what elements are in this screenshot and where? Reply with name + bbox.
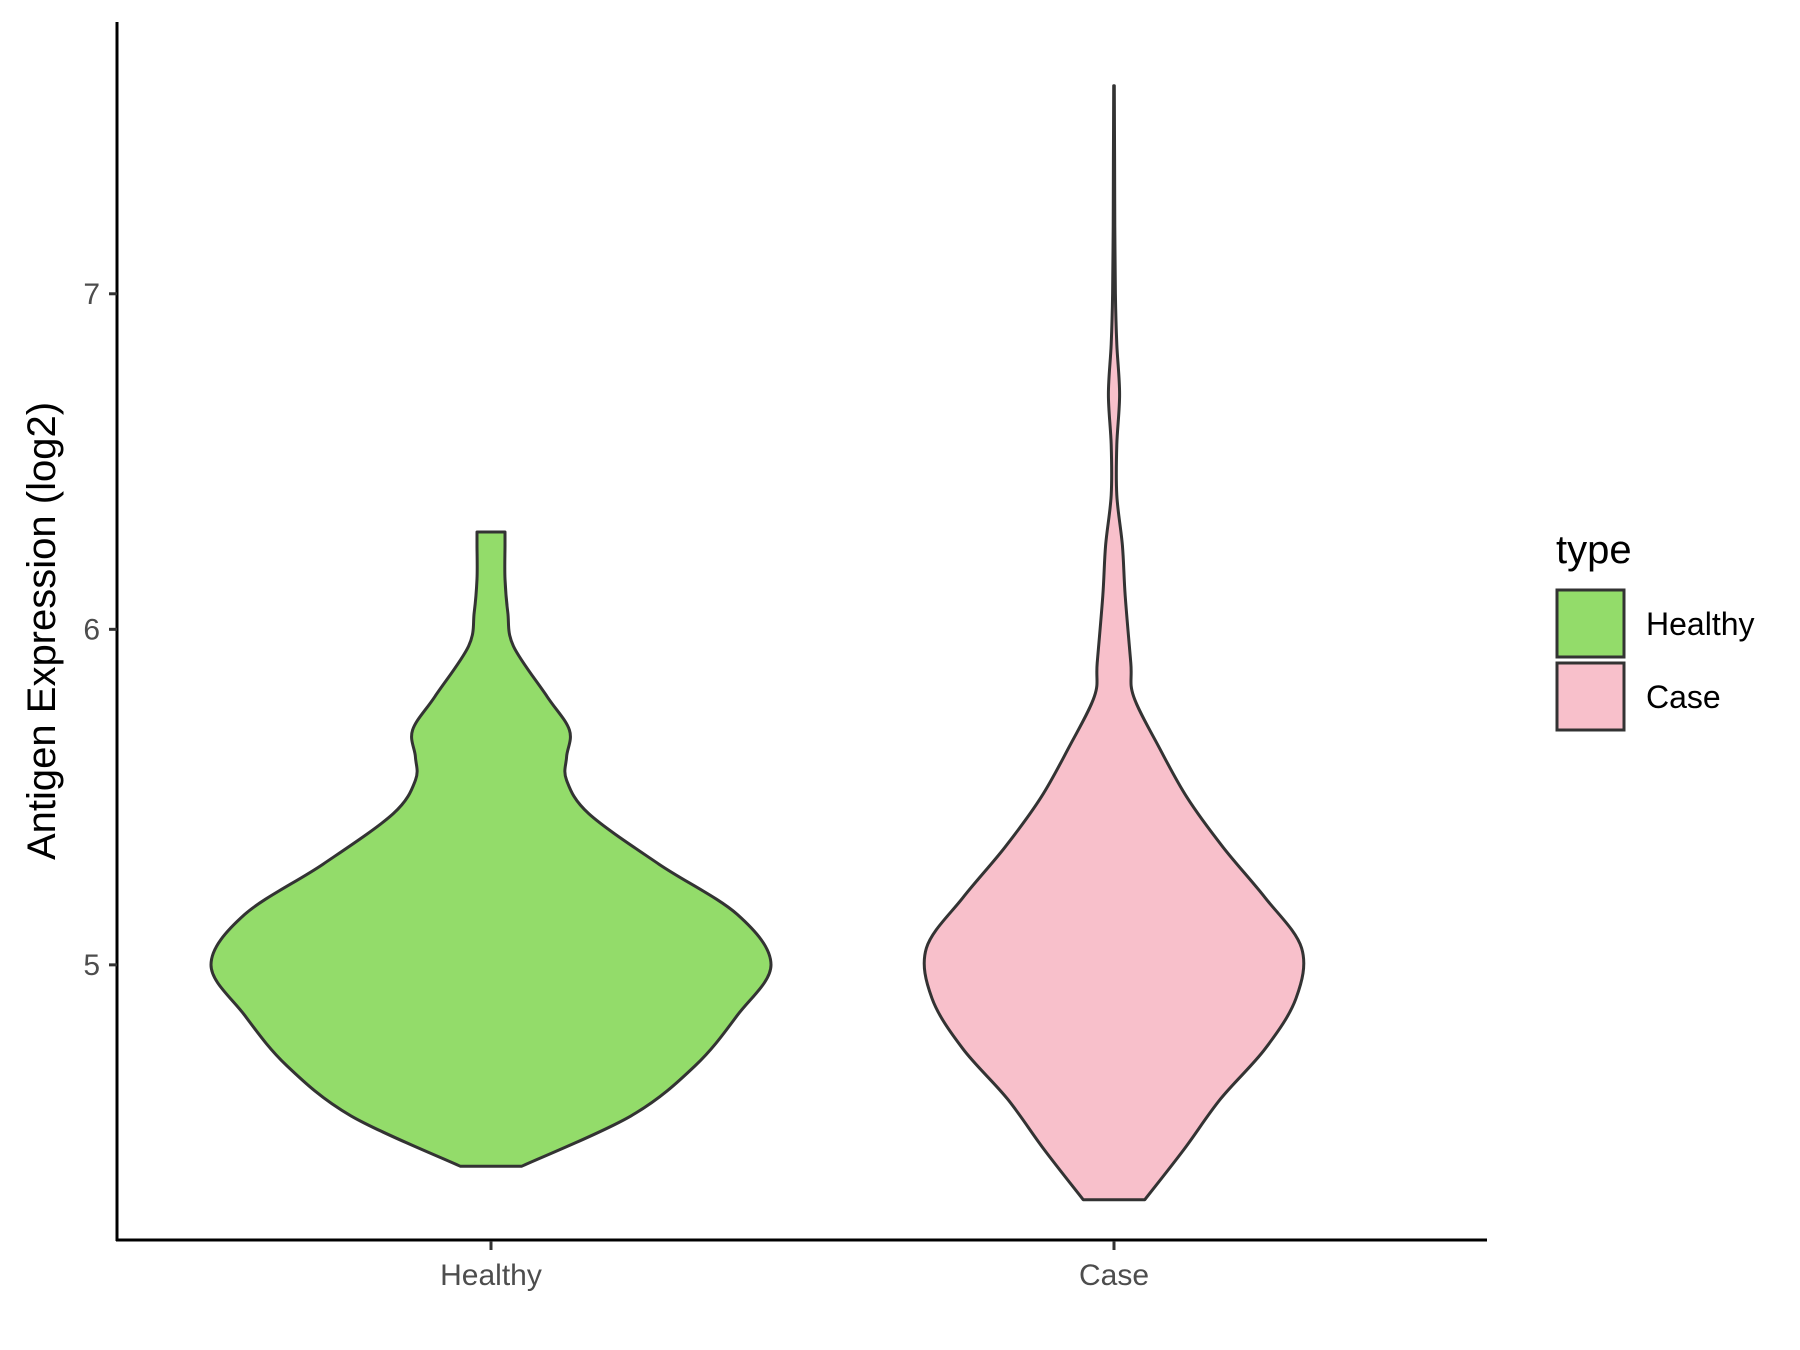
violin-layer <box>209 84 1306 1202</box>
violin-healthy <box>209 530 773 1168</box>
y-tick-label: 7 <box>83 278 100 311</box>
violin-case <box>922 84 1306 1202</box>
x-tick-label: Healthy <box>440 1259 542 1292</box>
legend-swatch-healthy <box>1555 588 1626 659</box>
x-tick-label: Case <box>1079 1259 1149 1292</box>
legend-title: type <box>1556 528 1632 572</box>
legend-label-case: Case <box>1646 679 1721 715</box>
y-tick-label: 5 <box>83 949 100 982</box>
x-ticks: Healthy Case <box>440 1241 1149 1292</box>
legend: type Healthy Case <box>1555 528 1755 732</box>
legend-swatch-case <box>1555 661 1626 732</box>
y-ticks: 5 6 7 <box>83 278 117 982</box>
y-axis-title: Antigen Expression (log2) <box>20 402 64 860</box>
axes: 5 6 7 Healthy Case <box>83 22 1487 1292</box>
legend-label-healthy: Healthy <box>1646 606 1755 642</box>
y-tick-label: 6 <box>83 613 100 646</box>
